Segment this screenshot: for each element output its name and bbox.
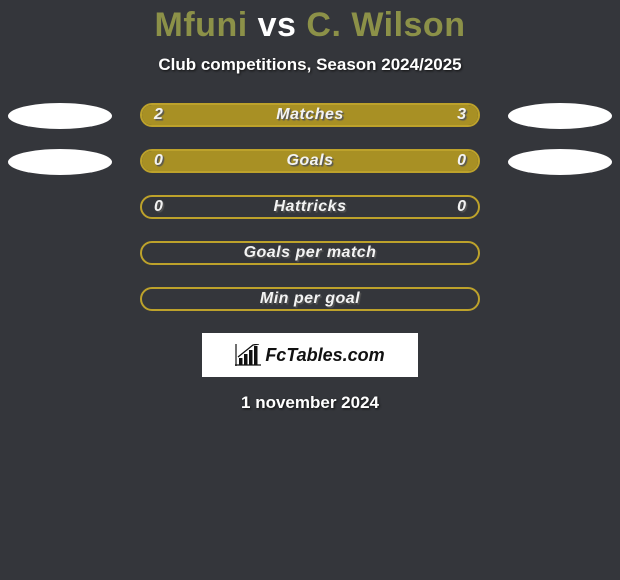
title-player1: Mfuni [155, 6, 248, 44]
bar-chart-icon [235, 344, 261, 366]
stat-rows: 23Matches 00Goals 00Hattricks Goals per mat… [0, 103, 620, 313]
logo-box: FcTables.com [202, 333, 418, 377]
subtitle: Club competitions, Season 2024/2025 [0, 55, 620, 75]
stat-bar: 00Hattricks [140, 195, 480, 219]
left-avatar-ellipse [8, 103, 112, 129]
stat-label: Hattricks [142, 197, 478, 217]
stat-label: Matches [142, 105, 478, 125]
stat-row: Min per goal [0, 287, 620, 313]
logo-text: FcTables.com [265, 345, 384, 366]
stat-row: 00Hattricks [0, 195, 620, 221]
stat-bar: Goals per match [140, 241, 480, 265]
right-avatar-ellipse [508, 149, 612, 175]
stat-bar: 00Goals [140, 149, 480, 173]
title-player2: C. Wilson [306, 6, 465, 44]
stat-label: Goals [142, 151, 478, 171]
stat-bar: Min per goal [140, 287, 480, 311]
stat-bar: 23Matches [140, 103, 480, 127]
stat-row: 00Goals [0, 149, 620, 175]
page-title: Mfuni vs C. Wilson [0, 6, 620, 45]
date-line: 1 november 2024 [0, 393, 620, 413]
stat-row: 23Matches [0, 103, 620, 129]
stat-label: Min per goal [142, 289, 478, 309]
left-avatar-ellipse [8, 149, 112, 175]
stat-label: Goals per match [142, 243, 478, 263]
title-vs: vs [248, 6, 307, 44]
comparison-infographic: Mfuni vs C. Wilson Club competitions, Se… [0, 6, 620, 580]
stat-row: Goals per match [0, 241, 620, 267]
right-avatar-ellipse [508, 103, 612, 129]
